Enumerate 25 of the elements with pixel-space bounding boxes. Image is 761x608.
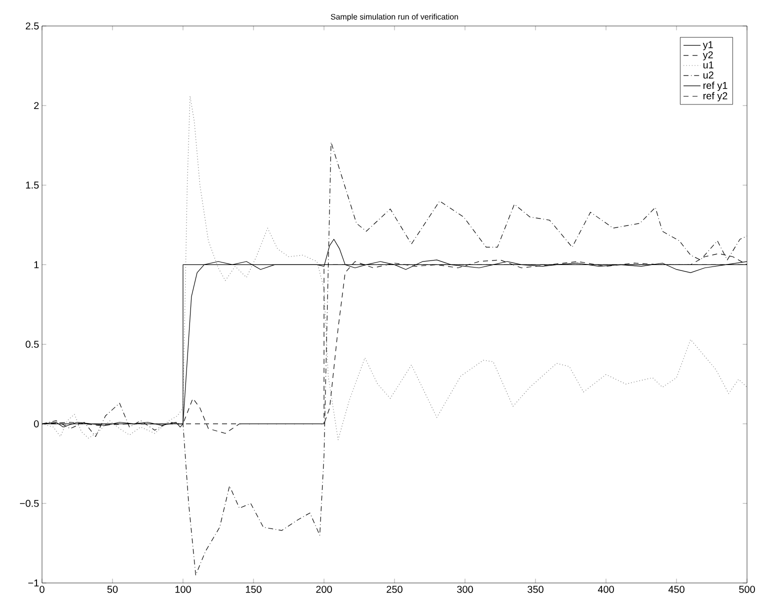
x-tick-label: 100	[175, 586, 191, 593]
y-tick-label: 1.5	[26, 182, 39, 189]
x-tick-label: 300	[457, 586, 473, 593]
y-tick-label: 1	[34, 261, 39, 268]
y-tick-label: −0.5	[20, 500, 39, 507]
y-tick-label: 2.5	[26, 22, 39, 30]
x-tick-label: 250	[386, 586, 402, 593]
legend-label: u1	[703, 61, 714, 68]
x-tick-label: 150	[246, 586, 262, 593]
legend-label: ref y2	[703, 92, 728, 102]
y-tick-label: 0.5	[26, 340, 39, 348]
x-tick-label: 50	[107, 586, 118, 593]
x-tick-label: 200	[316, 586, 332, 593]
x-tick-label: 0	[40, 586, 44, 593]
x-tick-label: 350	[528, 586, 544, 593]
legend-label: u2	[703, 72, 714, 79]
y-tick-label: 0	[34, 420, 39, 428]
x-tick-label: 500	[739, 586, 755, 593]
y-tick-label: −1	[28, 580, 39, 586]
legend-label: y1	[702, 41, 713, 50]
x-tick-label: 450	[668, 586, 684, 593]
legend-label: y2	[702, 51, 713, 60]
legend-label: ref y1	[703, 82, 728, 91]
y-tick-label: 2	[34, 102, 39, 110]
x-tick-label: 400	[598, 586, 614, 593]
